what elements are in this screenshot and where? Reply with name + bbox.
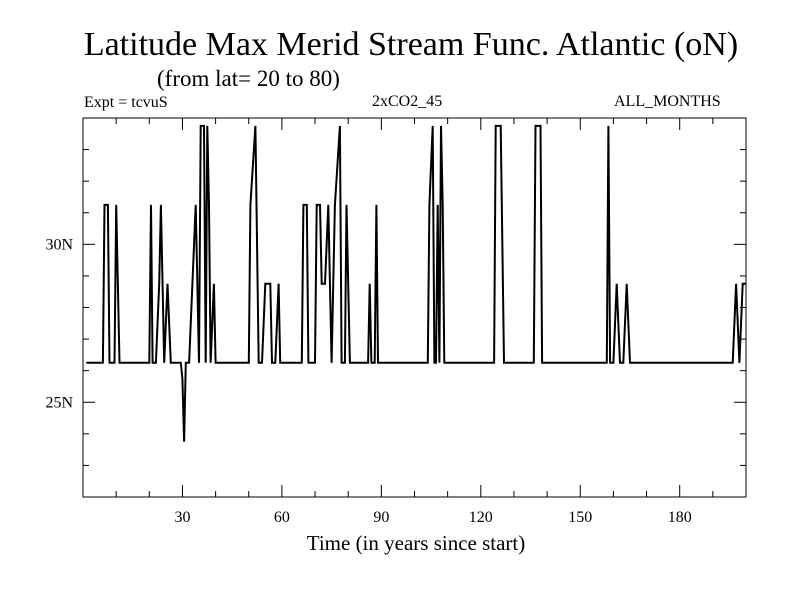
y-tick-label: 25N (45, 394, 73, 411)
series-group (86, 124, 746, 442)
x-tick-label: 180 (668, 509, 692, 526)
experiment-label: Expt = tcvuS (84, 94, 168, 111)
x-tick-label: 90 (373, 509, 389, 526)
axis-tick-labels: 30 60 90 120 150 180 25N 30N (45, 236, 691, 526)
months-label: ALL_MONTHS (614, 93, 721, 110)
x-tick-label: 60 (274, 509, 290, 526)
plot-frame (82, 117, 747, 498)
x-tick-label: 30 (174, 509, 190, 526)
y-tick-label: 30N (45, 236, 73, 253)
x-axis-title: Time (in years since start) (306, 531, 526, 555)
chart-subtitle: (from lat= 20 to 80) (157, 66, 340, 91)
x-tick-label: 150 (568, 509, 592, 526)
axis-ticks (83, 118, 746, 497)
experiment-name-label: 2xCO2_45 (372, 93, 443, 110)
x-tick-label: 120 (469, 509, 493, 526)
chart-title: Latitude Max Merid Stream Func. Atlantic… (83, 26, 739, 63)
series-line-0 (86, 124, 746, 442)
